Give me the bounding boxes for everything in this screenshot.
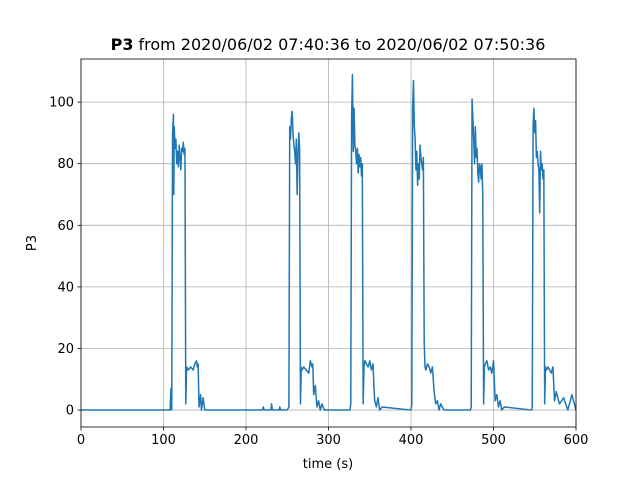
title-bold: P3: [111, 35, 134, 54]
title-rest: from 2020/06/02 07:40:36 to 2020/06/02 0…: [138, 35, 545, 54]
plot-frame: [80, 58, 577, 428]
x-tick-label: 400: [399, 433, 424, 448]
y-tick-label: 0: [66, 404, 74, 419]
x-tick-label: 100: [151, 433, 176, 448]
y-tick-label: 60: [57, 219, 74, 234]
x-tick-label: 300: [316, 433, 341, 448]
x-axis-label: time (s): [303, 457, 353, 472]
data-line: [81, 73, 576, 411]
chart-title: P3 from 2020/06/02 07:40:36 to 2020/06/02…: [111, 35, 546, 54]
x-tick-label: 0: [77, 433, 85, 448]
y-axis-label: P3: [25, 235, 40, 251]
y-tick-label: 100: [49, 96, 74, 111]
y-tick-label: 40: [57, 280, 74, 295]
x-tick-label: 500: [481, 433, 506, 448]
x-tick-label: 600: [564, 433, 589, 448]
y-tick-label: 20: [57, 342, 74, 357]
y-tick-label: 80: [57, 157, 74, 172]
x-tick-label: 200: [234, 433, 259, 448]
